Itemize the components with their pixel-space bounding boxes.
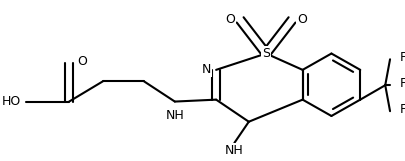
- Text: NH: NH: [166, 109, 184, 122]
- Text: S: S: [262, 47, 270, 60]
- Text: N: N: [202, 63, 211, 76]
- Text: F: F: [400, 103, 405, 116]
- Text: O: O: [297, 13, 307, 26]
- Text: F: F: [400, 51, 405, 64]
- Text: NH: NH: [225, 144, 244, 157]
- Text: F: F: [400, 77, 405, 90]
- Text: HO: HO: [2, 95, 21, 108]
- Text: O: O: [226, 13, 235, 26]
- Text: O: O: [77, 55, 87, 68]
